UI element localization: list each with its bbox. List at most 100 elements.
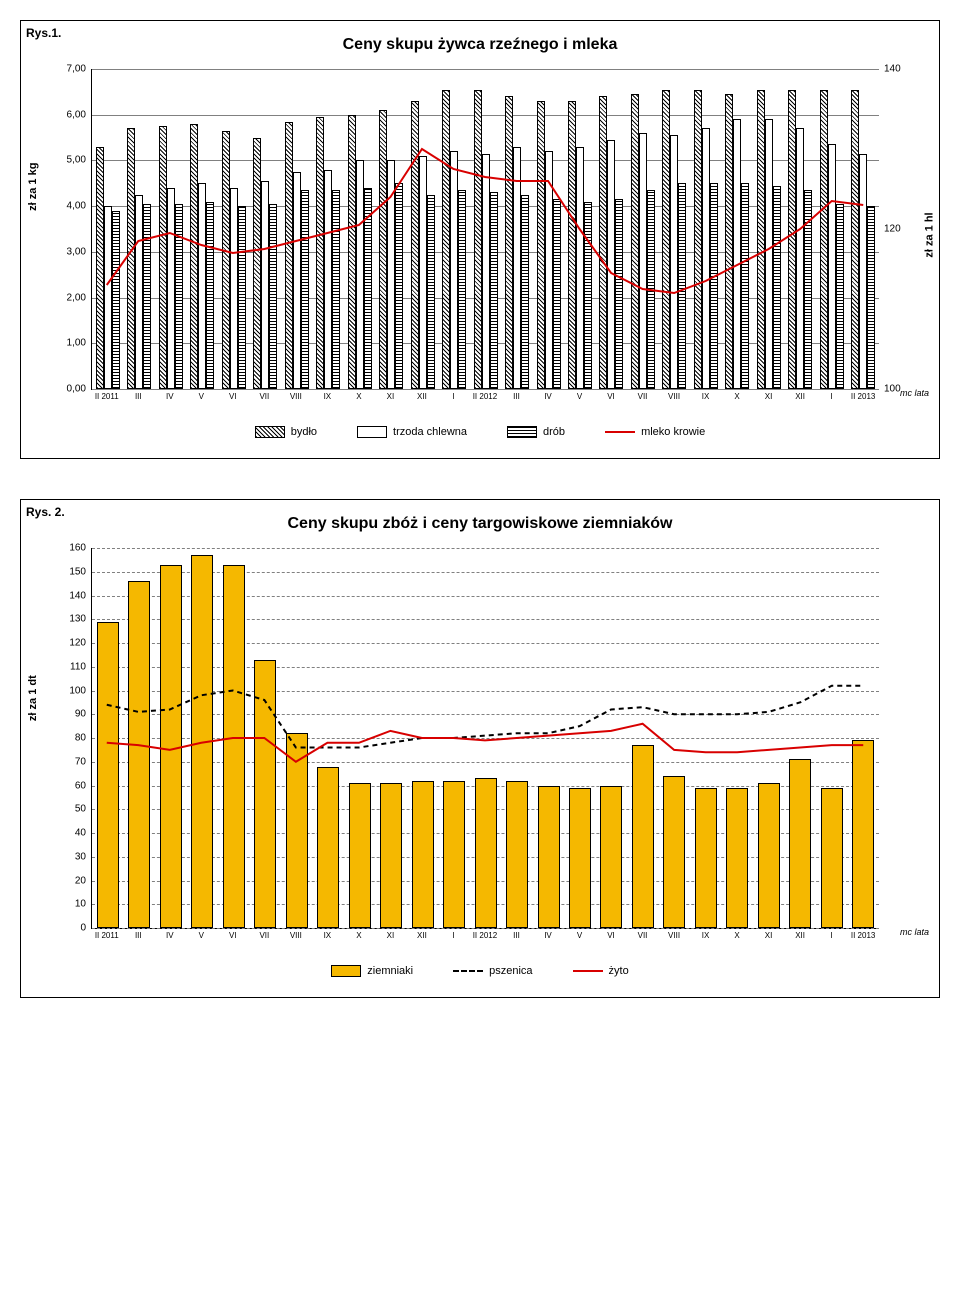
bar-group xyxy=(659,69,690,389)
x-label: II 2012 xyxy=(469,931,501,940)
bar-group xyxy=(407,69,438,389)
bar-trzoda xyxy=(230,188,238,389)
bar-drob xyxy=(615,199,623,389)
bar-ziemniaki xyxy=(632,745,654,928)
x-label: VII xyxy=(627,931,659,940)
bar-group xyxy=(533,548,564,928)
legend-drob-swatch xyxy=(507,426,537,438)
bar-bydlo xyxy=(568,101,576,389)
bar-bydlo xyxy=(505,96,513,389)
legend-bydlo-swatch xyxy=(255,426,285,438)
chart-1-axis-sub: mc lata xyxy=(900,388,929,398)
bar-group xyxy=(249,69,280,389)
bar-group xyxy=(281,69,312,389)
x-label: VII xyxy=(249,392,281,401)
bar-trzoda xyxy=(859,154,867,389)
x-label: VII xyxy=(249,931,281,940)
chart-2-xlabels: II 2011IIIIVVVIVIIVIIIIXXXIXIIIII 2012II… xyxy=(91,931,879,940)
bar-group xyxy=(659,548,690,928)
x-label: II 2013 xyxy=(847,931,879,940)
bar-group xyxy=(92,548,123,928)
bar-trzoda xyxy=(576,147,584,389)
x-label: V xyxy=(186,392,218,401)
x-label: IV xyxy=(532,931,564,940)
bar-group xyxy=(344,69,375,389)
bar-group xyxy=(123,69,154,389)
chart-1-container: Rys.1. Ceny skupu żywca rzeźnego i mleka… xyxy=(20,20,940,459)
bar-bydlo xyxy=(537,101,545,389)
bar-ziemniaki xyxy=(475,778,497,928)
bar-trzoda xyxy=(702,128,710,389)
bar-group xyxy=(627,69,658,389)
bar-group xyxy=(785,548,816,928)
bar-group xyxy=(596,69,627,389)
x-label: XI xyxy=(753,392,785,401)
x-label: IV xyxy=(532,392,564,401)
bar-group xyxy=(848,548,879,928)
bar-ziemniaki xyxy=(191,555,213,928)
legend-pszenica: pszenica xyxy=(453,965,532,977)
bar-ziemniaki xyxy=(160,565,182,928)
x-label: II 2012 xyxy=(469,392,501,401)
bar-ziemniaki xyxy=(506,781,528,928)
bar-group xyxy=(155,69,186,389)
legend-trzoda-label: trzoda chlewna xyxy=(393,426,467,438)
bar-drob xyxy=(836,204,844,389)
bar-bydlo xyxy=(285,122,293,389)
bar-ziemniaki xyxy=(317,767,339,929)
bar-bydlo xyxy=(96,147,104,389)
x-label: VI xyxy=(217,931,249,940)
x-label: IX xyxy=(312,392,344,401)
bar-trzoda xyxy=(387,160,395,389)
bar-group xyxy=(312,69,343,389)
bar-drob xyxy=(710,183,718,389)
legend-ziemniaki: ziemniaki xyxy=(331,965,413,977)
x-label: III xyxy=(123,931,155,940)
x-label: I xyxy=(438,392,470,401)
bar-group xyxy=(407,548,438,928)
x-label: IX xyxy=(690,931,722,940)
legend-ziemniaki-label: ziemniaki xyxy=(367,965,413,977)
x-label: IV xyxy=(154,392,186,401)
legend-ziemniaki-swatch xyxy=(331,965,361,977)
x-label: IX xyxy=(690,392,722,401)
bar-bydlo xyxy=(662,90,670,389)
legend-drob-label: drób xyxy=(543,426,565,438)
legend-trzoda-swatch xyxy=(357,426,387,438)
chart-1-title: Ceny skupu żywca rzeźnego i mleka xyxy=(31,36,929,54)
chart-2-yaxis: 0102030405060708090100110120130140150160 xyxy=(46,548,86,928)
x-label: X xyxy=(343,931,375,940)
bar-group xyxy=(155,548,186,928)
bar-ziemniaki xyxy=(695,788,717,928)
chart-2-axis-sub: mc lata xyxy=(900,927,929,937)
legend-zyto-label: żyto xyxy=(609,965,629,977)
legend-zyto: żyto xyxy=(573,965,629,977)
chart-2-bars xyxy=(91,548,879,929)
bar-group xyxy=(690,548,721,928)
x-label: XII xyxy=(406,931,438,940)
bar-trzoda xyxy=(639,133,647,389)
bar-bydlo xyxy=(851,90,859,389)
chart-2-container: Rys. 2. Ceny skupu zbóż i ceny targowisk… xyxy=(20,499,940,998)
bar-ziemniaki xyxy=(600,786,622,929)
chart-1-label: Rys.1. xyxy=(26,26,61,40)
bar-drob xyxy=(364,188,372,389)
bar-group xyxy=(312,548,343,928)
bar-bydlo xyxy=(316,117,324,389)
bar-trzoda xyxy=(607,140,615,389)
x-label: VII xyxy=(627,392,659,401)
bar-drob xyxy=(678,183,686,389)
bar-group xyxy=(816,69,847,389)
bar-group xyxy=(690,69,721,389)
bar-group xyxy=(564,69,595,389)
bar-group xyxy=(753,69,784,389)
bar-ziemniaki xyxy=(128,581,150,928)
bar-trzoda xyxy=(167,188,175,389)
chart-1-ylabel-left: zł za 1 kg xyxy=(27,163,39,211)
bar-drob xyxy=(458,190,466,389)
legend-mleko-line xyxy=(605,431,635,433)
bar-trzoda xyxy=(733,119,741,389)
bar-trzoda xyxy=(293,172,301,389)
bar-drob xyxy=(395,183,403,389)
chart-1-legend: bydło trzoda chlewna drób mleko krowie xyxy=(31,426,929,438)
